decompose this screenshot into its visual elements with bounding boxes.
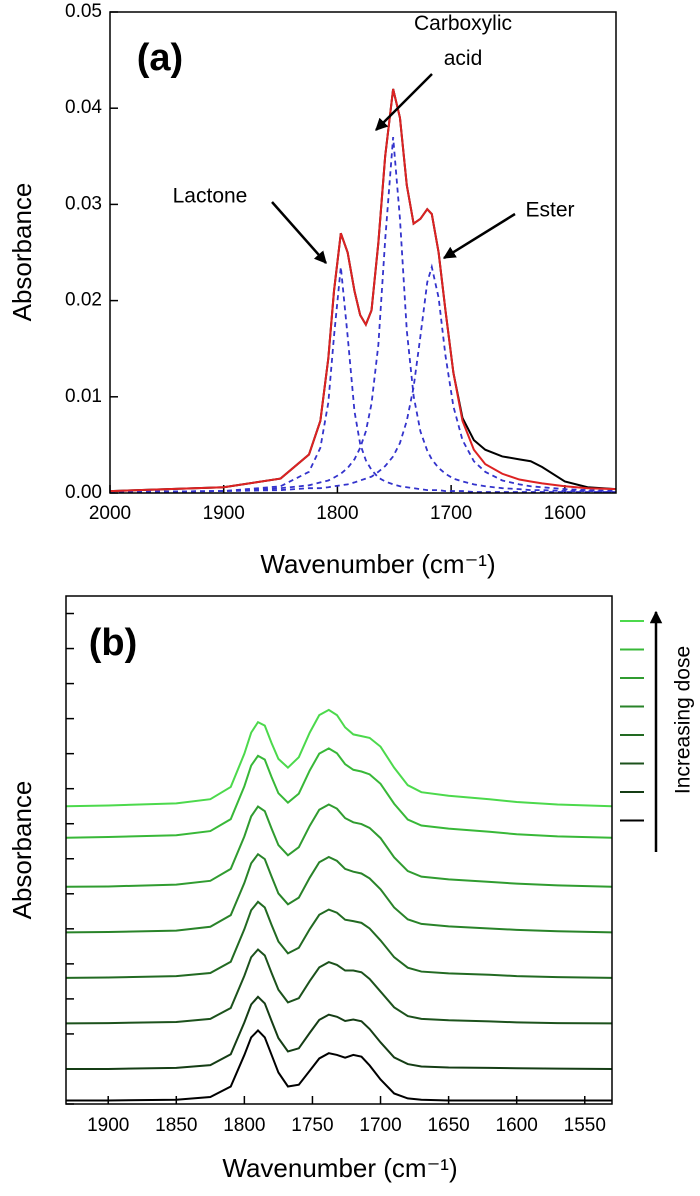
spectrum-line	[109, 266, 616, 493]
x-tick-label: 1600	[544, 503, 586, 524]
spectrum-line	[109, 136, 617, 493]
y-tick-label: 0.05	[65, 1, 102, 22]
spectrum-line	[66, 1028, 612, 1102]
y-tick-label: 0.02	[65, 290, 102, 311]
x-tick-label: 1650	[427, 1115, 469, 1136]
x-tick-label: 1800	[223, 1115, 265, 1136]
spectrum-line	[65, 852, 613, 934]
spectrum-line	[65, 803, 613, 888]
plot-frame	[109, 11, 617, 494]
spectrum-line	[65, 900, 613, 979]
plot-frame	[65, 595, 613, 1105]
annotation-arrow	[442, 212, 516, 260]
spectrum-line	[109, 88, 617, 493]
y-axis-title: Absorbance	[7, 183, 37, 322]
x-axis-title: Wavenumber (cm⁻¹)	[222, 1153, 457, 1183]
annotation: Carboxylic acid	[414, 12, 512, 70]
spectrum-line	[65, 948, 613, 1025]
y-tick-label: 0.01	[65, 386, 102, 407]
panel-label: (b)	[89, 622, 138, 664]
y-axis-title: Absorbance	[7, 781, 37, 920]
spectrum-line	[66, 995, 613, 1070]
annotation-arrow	[271, 201, 327, 264]
x-tick-label: 1900	[87, 1115, 129, 1136]
x-tick-label: 2000	[89, 503, 131, 524]
annotation: Ester	[525, 199, 574, 222]
annotation-line: acid	[444, 47, 483, 70]
annotation-line: Carboxylic	[414, 12, 512, 35]
x-tick-label: 1550	[564, 1115, 606, 1136]
spectrum-line	[65, 747, 613, 839]
annotation-arrow	[375, 73, 433, 131]
x-tick-label: 1800	[316, 503, 358, 524]
x-axis-title: Wavenumber (cm⁻¹)	[260, 549, 495, 579]
x-tick-label: 1850	[155, 1115, 197, 1136]
panel-label: (a)	[137, 37, 183, 79]
x-tick-label: 1700	[359, 1115, 401, 1136]
y-tick-label: 0.04	[65, 97, 102, 118]
x-tick-label: 1750	[291, 1115, 333, 1136]
spectrum-line	[109, 263, 617, 493]
annotation: Lactone	[173, 185, 248, 208]
annotation: Increasing dose	[672, 646, 695, 794]
y-tick-label: 0.00	[65, 482, 102, 503]
y-tick-label: 0.03	[65, 193, 102, 214]
x-tick-label: 1700	[430, 503, 472, 524]
x-tick-label: 1900	[203, 503, 245, 524]
x-tick-label: 1600	[496, 1115, 538, 1136]
spectrum-line	[65, 708, 613, 808]
spectrum-line	[109, 88, 617, 493]
